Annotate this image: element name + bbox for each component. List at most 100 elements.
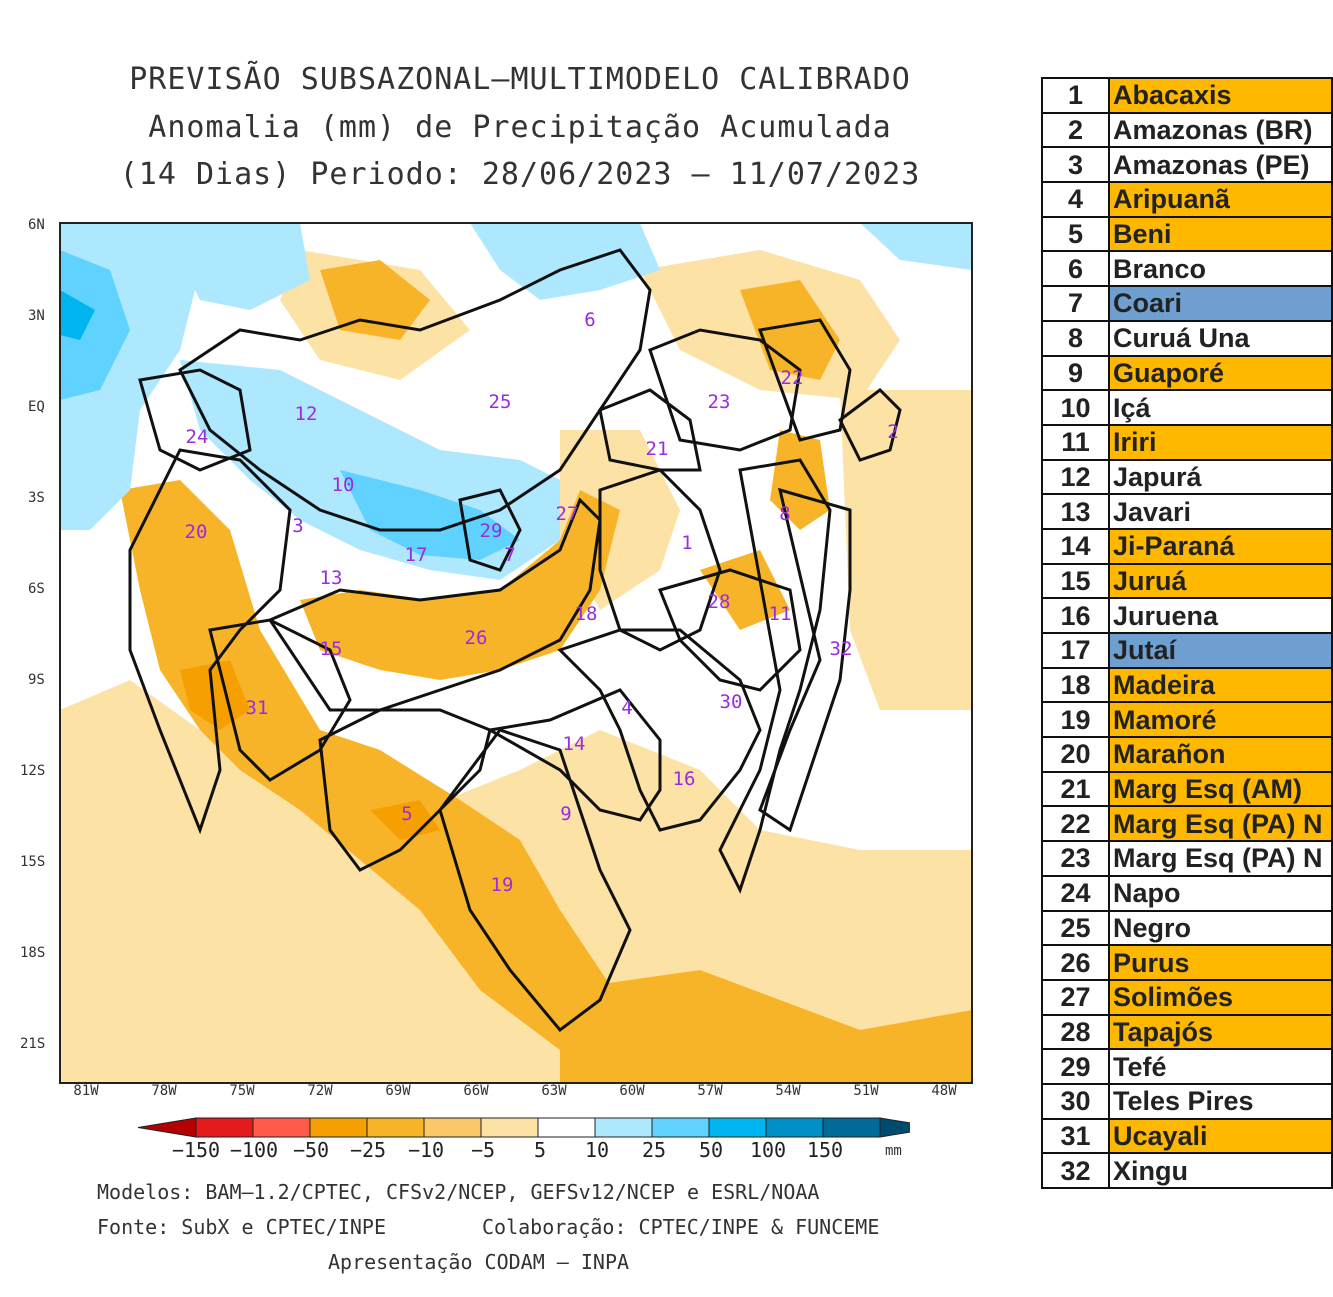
basin-row-name: Aripuanã [1107,181,1333,218]
basin-row: 30 Teles Pires [1041,1082,1333,1120]
basin-number: 27 [556,503,579,525]
basin-row-number: 2 [1041,111,1110,149]
lat-label: 15S [20,854,45,870]
basin-row: 8 Curuá Una [1041,319,1333,357]
basin-row-name: Teles Pires [1107,1082,1333,1120]
basin-row-number: 32 [1041,1152,1110,1189]
basin-row-name: Ucayali [1107,1117,1333,1155]
footer-source: Fonte: SubX e CPTEC/INPE [97,1215,386,1239]
basin-number: 12 [295,403,318,425]
basin-row-number: 15 [1041,562,1110,600]
basin-row: 23 Marg Esq (PA) N [1041,840,1333,877]
basin-row-name: Madeira [1107,666,1333,704]
basin-number: 3 [292,515,303,537]
basin-row-number: 12 [1041,458,1110,496]
colorbar-swatch [366,1117,425,1138]
lat-label: 12S [20,763,45,779]
colorbar-swatch [765,1117,824,1138]
footer-collab: Colaboração: CPTEC/INPE & FUNCEME [482,1215,880,1239]
lon-label: 69W [385,1083,411,1099]
basin-row-name: Negro [1107,909,1333,947]
colorbar-tick: −25 [350,1138,386,1162]
basin-number: 28 [708,591,731,613]
lon-label: 51W [853,1083,879,1099]
basin-row: 32 Xingu [1041,1152,1333,1189]
basin-number: 16 [673,768,696,790]
basin-row-number: 6 [1041,250,1110,288]
colorbar-tick: −100 [230,1138,278,1162]
basin-row: 12 Japurá [1041,458,1333,496]
basin-number: 1 [681,532,692,554]
basin-number: 30 [720,691,743,713]
lon-label: 63W [541,1083,567,1099]
colorbar-tick: 25 [642,1138,666,1162]
lon-label: 60W [619,1083,645,1099]
lon-label: 81W [73,1083,99,1099]
basin-row-number: 3 [1041,146,1110,184]
lon-label: 72W [307,1083,333,1099]
basin-row: 25 Negro [1041,909,1333,947]
basin-row-number: 21 [1041,770,1110,808]
lon-label: 54W [775,1083,801,1099]
basin-row-name: Marg Esq (AM) [1107,770,1333,808]
basin-row-number: 31 [1041,1117,1110,1155]
basin-row-name: Javari [1107,493,1333,530]
basin-row: 26 Purus [1041,944,1333,981]
basin-number: 29 [480,520,503,542]
basin-row: 6 Branco [1041,250,1333,288]
basin-row-number: 22 [1041,805,1110,843]
basin-row: 14 Ji-Paraná [1041,527,1333,565]
basin-number: 20 [185,521,208,543]
basin-number: 4 [621,697,632,719]
basin-number: 31 [246,697,269,719]
basin-row: 29 Tefé [1041,1048,1333,1085]
basin-number: 22 [781,367,804,389]
footer-models: Modelos: BAM–1.2/CPTEC, CFSv2/NCEP, GEFS… [97,1180,820,1204]
basin-number: 18 [575,603,598,625]
colorbar-tick: −50 [293,1138,329,1162]
basin-row-name: Marg Esq (PA) N [1107,840,1333,877]
basin-number: 6 [584,309,595,331]
lat-label: 6N [28,217,45,233]
basin-row-name: Amazonas (BR) [1107,111,1333,149]
basin-number: 14 [563,733,586,755]
basin-row: 20 Marañon [1041,736,1333,773]
basin-row-name: Marg Esq (PA) N [1107,805,1333,843]
basin-number: 25 [489,391,512,413]
basin-number: 21 [646,438,669,460]
colorbar-swatch [195,1117,254,1138]
basin-number: 7 [504,544,515,566]
basin-row-number: 24 [1041,874,1110,912]
colorbar-tick: 10 [585,1138,609,1162]
basin-number: 32 [830,638,853,660]
basin-row-number: 29 [1041,1048,1110,1085]
basin-number: 9 [560,803,571,825]
basin-row: 9 Guaporé [1041,354,1333,392]
basin-row-number: 18 [1041,666,1110,704]
basin-row: 27 Solimões [1041,978,1333,1016]
basin-row-name: Juruá [1107,562,1333,600]
basin-row-number: 10 [1041,389,1110,426]
basin-row: 28 Tapajós [1041,1013,1333,1051]
basin-number: 15 [320,638,343,660]
basin-row: 19 Mamoré [1041,701,1333,739]
colorbar-swatch [537,1117,596,1138]
basin-row: 10 Içá [1041,389,1333,426]
colorbar-tick: 100 [750,1138,786,1162]
basin-row-number: 14 [1041,527,1110,565]
basin-row: 17 Jutaí [1041,632,1333,669]
colorbar: −150 −100 −50 −25 −10 −5 5 10 25 50 100 … [137,1117,910,1162]
basin-row: 5 Beni [1041,215,1333,253]
colorbar-swatch [252,1117,311,1138]
colorbar-swatch [708,1117,767,1138]
colorbar-tick: 5 [534,1138,546,1162]
basin-row-number: 7 [1041,285,1110,322]
basin-row-name: Coari [1107,285,1333,322]
basin-row-name: Branco [1107,250,1333,288]
colorbar-swatch [651,1117,710,1138]
basin-row-number: 25 [1041,909,1110,947]
basin-row-number: 4 [1041,181,1110,218]
basin-row-number: 19 [1041,701,1110,739]
basin-row-number: 23 [1041,840,1110,877]
basin-number: 8 [779,503,790,525]
